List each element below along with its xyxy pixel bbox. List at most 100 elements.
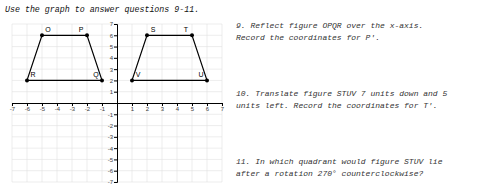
tick-label: 2 bbox=[146, 106, 150, 112]
tick-mark bbox=[114, 35, 117, 36]
point-label: R bbox=[30, 71, 35, 78]
tick-label: 4 bbox=[176, 106, 180, 112]
tick: -2 bbox=[85, 103, 91, 112]
tick: 4 bbox=[110, 55, 117, 61]
tick: 1 bbox=[110, 89, 117, 95]
tick: -1 bbox=[108, 112, 117, 118]
tick: 2 bbox=[110, 78, 117, 84]
question: 9. Reflect figure OPQR over the x-axis. R… bbox=[236, 21, 423, 42]
tick-mark bbox=[114, 69, 117, 70]
tick-label: -3 bbox=[108, 134, 114, 140]
tick-mark bbox=[114, 159, 117, 160]
question: 11. In which quadrant would figure STUV … bbox=[236, 157, 443, 178]
vertex bbox=[205, 78, 209, 82]
tick-label: -6 bbox=[108, 168, 114, 174]
vertex bbox=[100, 78, 104, 82]
tick-label: -5 bbox=[40, 106, 46, 112]
tick: -5 bbox=[108, 157, 117, 163]
tick-label: 6 bbox=[206, 106, 210, 112]
tick: 2 bbox=[146, 103, 150, 112]
title: Use the graph to answer questions 9-11. bbox=[5, 5, 199, 14]
point-label: U bbox=[198, 71, 203, 78]
shape-outline bbox=[132, 35, 207, 80]
tick: 1 bbox=[131, 103, 135, 112]
tick-label: 5 bbox=[110, 44, 114, 50]
question: 10. Translate figure STUV 7 units down a… bbox=[236, 89, 447, 110]
tick-mark bbox=[114, 80, 117, 81]
question-line: 10. Translate figure STUV 7 units down a… bbox=[236, 89, 447, 98]
point-label: Q bbox=[93, 71, 99, 79]
tick-label: -3 bbox=[70, 106, 76, 112]
tick-label: 1 bbox=[131, 106, 135, 112]
tick: 3 bbox=[161, 103, 165, 112]
question-line: units left. Record the coordinates for T… bbox=[236, 101, 438, 110]
question-line: Record the coordinates for P'. bbox=[236, 33, 380, 42]
y-axis: -7 -6 -5 -4 -3 -2 -1 1 2 3 4 5 6 7 bbox=[108, 21, 118, 185]
tick: 5 bbox=[110, 44, 117, 50]
tick: -4 bbox=[108, 146, 117, 152]
tick-label: 6 bbox=[110, 33, 114, 39]
tick-mark bbox=[114, 58, 117, 59]
tick: -5 bbox=[40, 103, 46, 112]
chart-container: Use the graph to answer questions 9-11. -… bbox=[0, 0, 500, 190]
vertex bbox=[190, 33, 194, 37]
axis-line bbox=[114, 25, 118, 183]
tick-mark bbox=[114, 126, 117, 127]
tick: 7 bbox=[110, 21, 117, 27]
tick-mark bbox=[114, 182, 117, 183]
questions: 9. Reflect figure OPQR over the x-axis. R… bbox=[236, 21, 447, 178]
tick-mark bbox=[114, 171, 117, 172]
tick: -2 bbox=[108, 123, 117, 129]
tick-label: -6 bbox=[25, 106, 31, 112]
vertex bbox=[25, 78, 29, 82]
tick: -3 bbox=[108, 134, 117, 140]
tick-label: 5 bbox=[191, 106, 195, 112]
tick: 6 bbox=[206, 103, 210, 112]
tick-label: -1 bbox=[100, 106, 106, 112]
tick: 6 bbox=[110, 33, 117, 39]
grid-line-y bbox=[12, 24, 222, 25]
tick: -6 bbox=[25, 103, 31, 112]
tick-label: -4 bbox=[108, 146, 114, 152]
tick: -6 bbox=[108, 168, 117, 174]
tick: 3 bbox=[110, 67, 117, 73]
point-label: S bbox=[151, 26, 156, 33]
vertex bbox=[130, 78, 134, 82]
tick-mark bbox=[114, 24, 117, 25]
point-label: T bbox=[184, 26, 189, 33]
vertex bbox=[145, 33, 149, 37]
question-line: 9. Reflect figure OPQR over the x-axis. bbox=[236, 21, 423, 30]
tick-label: 3 bbox=[110, 67, 114, 73]
vertex bbox=[85, 33, 89, 37]
tick: -1 bbox=[100, 103, 106, 112]
tick: -7 bbox=[10, 103, 16, 112]
tick-mark bbox=[114, 114, 117, 115]
tick: -4 bbox=[55, 103, 61, 112]
tick-mark bbox=[114, 137, 117, 138]
tick-label: -4 bbox=[55, 106, 61, 112]
tick-mark bbox=[114, 148, 117, 149]
tick-mark bbox=[114, 92, 117, 93]
tick: 5 bbox=[191, 103, 195, 112]
tick-label: -7 bbox=[10, 106, 16, 112]
tick-label: 7 bbox=[221, 106, 225, 112]
tick-label: 7 bbox=[110, 21, 114, 27]
tick-label: 3 bbox=[161, 106, 165, 112]
point-label: P bbox=[79, 26, 84, 33]
tick-label: -7 bbox=[108, 179, 114, 185]
tick: -7 bbox=[108, 179, 117, 185]
tick-label: 2 bbox=[110, 78, 114, 84]
tick-label: 4 bbox=[110, 55, 114, 61]
point-label: V bbox=[136, 71, 141, 78]
tick-label: -5 bbox=[108, 157, 114, 163]
tick: 4 bbox=[176, 103, 180, 112]
tick-label: -2 bbox=[108, 123, 114, 129]
question-line: 11. In which quadrant would figure STUV … bbox=[236, 157, 443, 166]
tick-label: -1 bbox=[108, 112, 114, 118]
tick-label: 1 bbox=[110, 89, 114, 95]
tick-label: -2 bbox=[85, 106, 91, 112]
grid bbox=[12, 24, 222, 182]
grid-line-x bbox=[12, 24, 13, 182]
point-labels: OPQRSTUV bbox=[30, 26, 203, 79]
shape-outline bbox=[27, 35, 102, 80]
